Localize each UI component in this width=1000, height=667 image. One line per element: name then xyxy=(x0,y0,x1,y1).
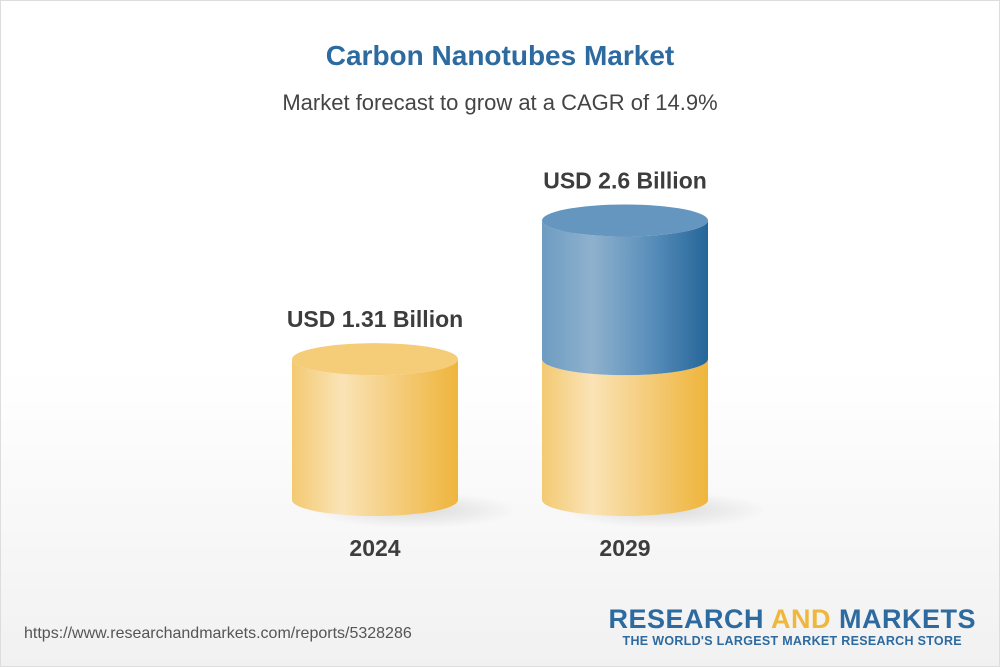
research-and-markets-logo: RESEARCH AND MARKETS THE WORLD'S LARGEST… xyxy=(608,604,976,648)
chart-subtitle: Market forecast to grow at a CAGR of 14.… xyxy=(282,90,718,115)
cylinder-body-base-2024 xyxy=(292,359,458,516)
data-label: USD 1.31 Billion xyxy=(287,306,463,332)
source-url[interactable]: https://www.researchandmarkets.com/repor… xyxy=(24,625,412,642)
data-label: USD 2.6 Billion xyxy=(543,168,707,194)
category-label: 2029 xyxy=(599,535,650,561)
cylinder-body-base-2029 xyxy=(542,359,708,516)
cylinder-body-growth-2029 xyxy=(542,220,708,376)
cylinder-top-2029 xyxy=(542,204,708,237)
cylinder-top-2024 xyxy=(292,343,458,376)
chart-title: Carbon Nanotubes Market xyxy=(325,40,675,71)
category-label: 2024 xyxy=(349,535,400,561)
